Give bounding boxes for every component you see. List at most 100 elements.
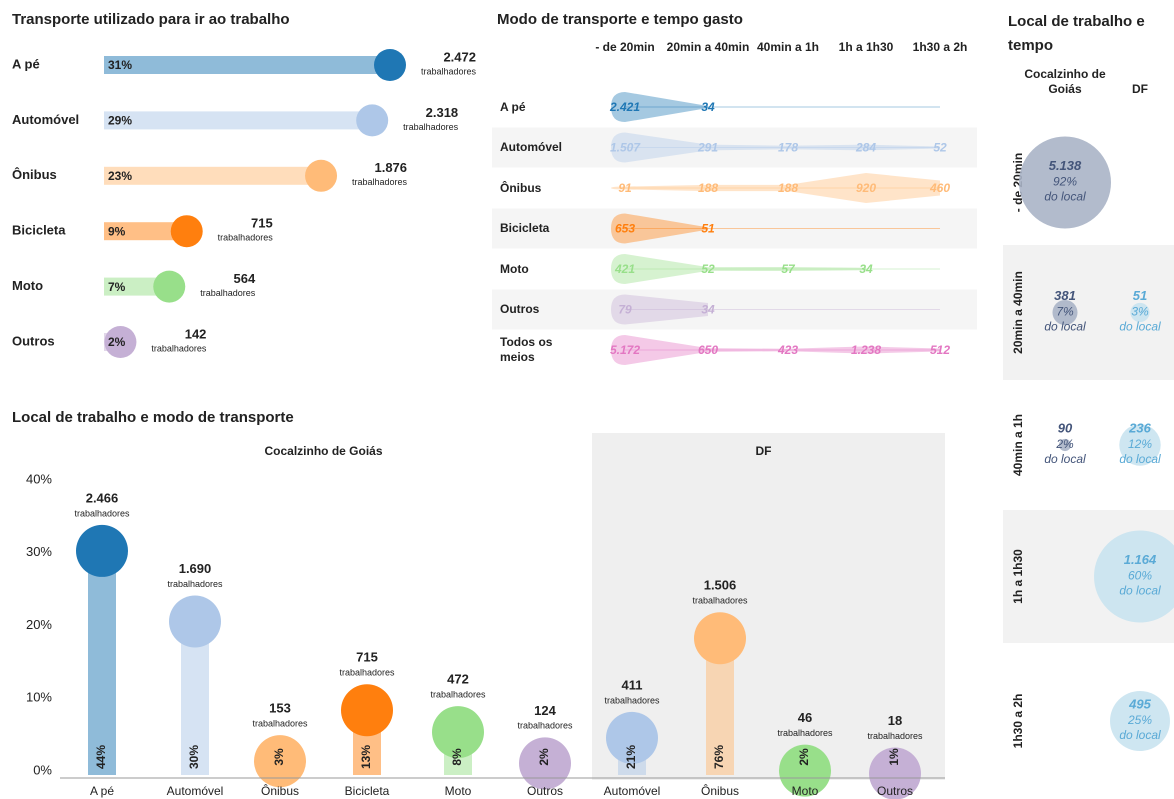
column-header: 1h30 a 2h <box>912 40 968 54</box>
share-label: 25% <box>1127 713 1152 727</box>
dot <box>305 159 338 192</box>
value-label: 52 <box>701 262 715 276</box>
taper-area <box>611 92 708 122</box>
unit-label: trabalhadores <box>339 668 395 678</box>
taper-area <box>611 173 940 203</box>
value-label: 188 <box>778 181 798 195</box>
bubble <box>1094 530 1174 623</box>
row-label: Todos os meios <box>500 335 553 364</box>
category-label: Ônibus <box>12 167 57 182</box>
share-label: 1% <box>887 748 901 766</box>
value-label: 2.472 <box>443 49 476 64</box>
dot <box>869 747 921 799</box>
value-label: 291 <box>697 141 718 155</box>
dot <box>341 684 393 737</box>
value-label: 34 <box>701 100 715 114</box>
percent-label: 7% <box>108 280 126 294</box>
count-label: 1.690 <box>179 561 212 576</box>
dot <box>519 737 571 790</box>
taper-area <box>611 335 940 365</box>
unit-label: trabalhadores <box>167 579 223 589</box>
value-label: 90 <box>1058 420 1073 435</box>
share-label: 7% <box>1056 305 1074 319</box>
column-header: 20min a 40min <box>666 40 750 54</box>
panel-header: Cocalzinho de Goiás <box>264 444 382 458</box>
value-label: 34 <box>859 262 873 276</box>
share-suffix: do local <box>1119 320 1161 334</box>
category-label: Outros <box>12 333 55 348</box>
row-label: Automóvel <box>500 140 563 154</box>
row-label: Outros <box>500 302 540 316</box>
dot <box>153 270 186 303</box>
value-label: 52 <box>933 141 947 155</box>
share-label: 12% <box>1128 437 1152 451</box>
bar <box>88 550 116 775</box>
column-header: 40min a 1h <box>756 40 820 54</box>
share-label: 44% <box>94 745 108 769</box>
share-label: 3% <box>1131 305 1149 319</box>
count-label: 18 <box>888 713 902 728</box>
count-label: 472 <box>447 672 469 687</box>
share-label: 2% <box>797 748 811 766</box>
value-label: 284 <box>855 141 876 155</box>
value-label: 51 <box>1133 288 1147 303</box>
bubble <box>1052 299 1078 326</box>
x-tick-label: A pé <box>90 784 114 798</box>
unit-label: trabalhadores <box>867 731 923 741</box>
percent-label: 2% <box>108 335 126 349</box>
y-tick-label: 20% <box>26 617 52 632</box>
bubble <box>1110 691 1170 751</box>
row-label: 20min a 40min <box>1011 271 1025 354</box>
x-tick-label: Ônibus <box>261 783 299 798</box>
dot <box>170 215 203 248</box>
count-label: 153 <box>269 701 291 716</box>
share-label: 21% <box>624 745 638 769</box>
bubble <box>1058 438 1072 452</box>
share-label: 30% <box>187 745 201 769</box>
share-suffix: do local <box>1044 320 1086 334</box>
value-label: 2.318 <box>426 105 459 120</box>
value-label: 5.172 <box>610 343 640 357</box>
value-label: 91 <box>618 181 632 195</box>
count-label: 1.506 <box>704 578 737 593</box>
value-label: 5.138 <box>1049 158 1082 173</box>
category-label: A pé <box>12 56 40 71</box>
category-label: Moto <box>12 278 43 293</box>
share-label: 60% <box>1128 569 1152 583</box>
row-label: 1h30 a 2h <box>1011 694 1025 749</box>
unit-label: trabalhadores <box>200 288 256 298</box>
row-band <box>492 208 977 249</box>
percent-label: 29% <box>108 114 132 128</box>
unit-label: trabalhadores <box>692 596 748 606</box>
share-suffix: do local <box>1119 728 1161 742</box>
bar <box>104 222 187 241</box>
x-tick-label: Outros <box>527 784 563 798</box>
unit-label: trabalhadores <box>517 721 573 731</box>
column-header: - de 20min <box>595 40 655 54</box>
share-suffix: do local <box>1044 452 1086 466</box>
share-label: 2% <box>1055 437 1074 451</box>
chart-title: Modo de transporte e tempo gasto <box>497 11 743 28</box>
value-label: 178 <box>778 141 798 155</box>
row-label: 1h a 1h30 <box>1011 549 1025 604</box>
bubble <box>1119 424 1161 466</box>
row-label: Bicicleta <box>500 221 550 235</box>
x-tick-label: Ônibus <box>701 783 739 798</box>
value-label: 564 <box>234 271 256 286</box>
taper-area <box>611 254 866 284</box>
bar <box>104 166 322 185</box>
percent-label: 23% <box>108 169 132 183</box>
share-label: 2% <box>537 748 551 766</box>
share-label: 13% <box>359 745 373 769</box>
value-label: 423 <box>777 343 798 357</box>
unit-label: trabalhadores <box>151 343 207 353</box>
share-suffix: do local <box>1119 584 1161 598</box>
bubble <box>1130 302 1150 323</box>
share-label: 92% <box>1053 175 1077 189</box>
dot <box>606 711 658 764</box>
value-label: 650 <box>698 343 718 357</box>
row-label: Ônibus <box>500 180 542 195</box>
value-label: 2.421 <box>609 100 640 114</box>
row-label: Moto <box>500 261 529 276</box>
